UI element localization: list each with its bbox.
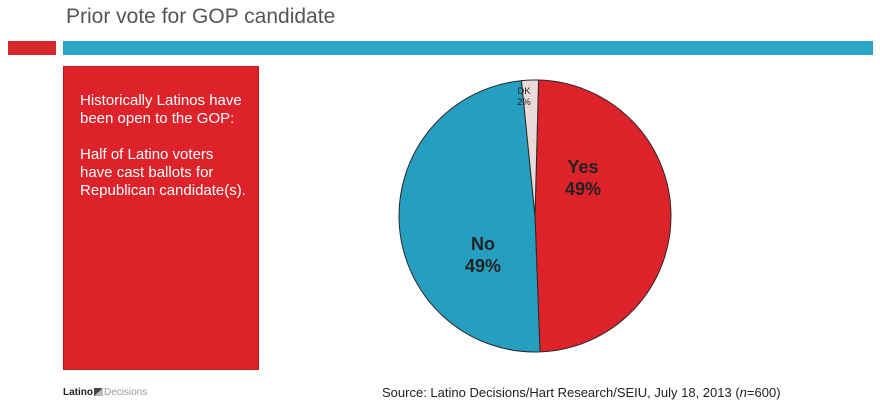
sidebar-text: Historically Latinos have been open to t…: [80, 92, 250, 218]
accent-bar-blue: [63, 41, 873, 55]
logo-text-light: Decisions: [104, 387, 148, 398]
pie-slice-dk: [520, 79, 540, 217]
pie-label-category: No: [471, 234, 495, 254]
pie-label-value: 49%: [465, 256, 501, 276]
slide-title: Prior vote for GOP candidate: [66, 5, 336, 28]
sidebar-panel: Historically Latinos have been open to t…: [63, 66, 259, 370]
source-suffix: =600): [746, 385, 781, 400]
sidebar-paragraph-2: Half of Latino voters have cast ballots …: [80, 146, 246, 199]
source-note: Source: Latino Decisions/Hart Research/S…: [382, 385, 781, 400]
logo-mark-icon: [94, 388, 103, 396]
source-n: n: [739, 385, 747, 400]
logo-text-bold: Latino: [63, 387, 93, 398]
latino-decisions-logo: Latino Decisions: [63, 387, 147, 398]
pie-slice-yes: [534, 79, 672, 353]
pie-label-value: 2%: [517, 97, 531, 108]
pie-label-dk: DK2%: [517, 86, 531, 108]
sidebar-paragraph-1: Historically Latinos have been open to t…: [80, 92, 242, 127]
pie-label-category: Yes: [567, 157, 598, 177]
accent-bar-red: [8, 41, 56, 55]
pie-label-value: 49%: [565, 179, 601, 199]
pie-slice-no: [398, 80, 541, 353]
pie-label-category: DK: [517, 86, 531, 97]
source-prefix: Source: Latino Decisions/Hart Research/S…: [382, 385, 740, 400]
